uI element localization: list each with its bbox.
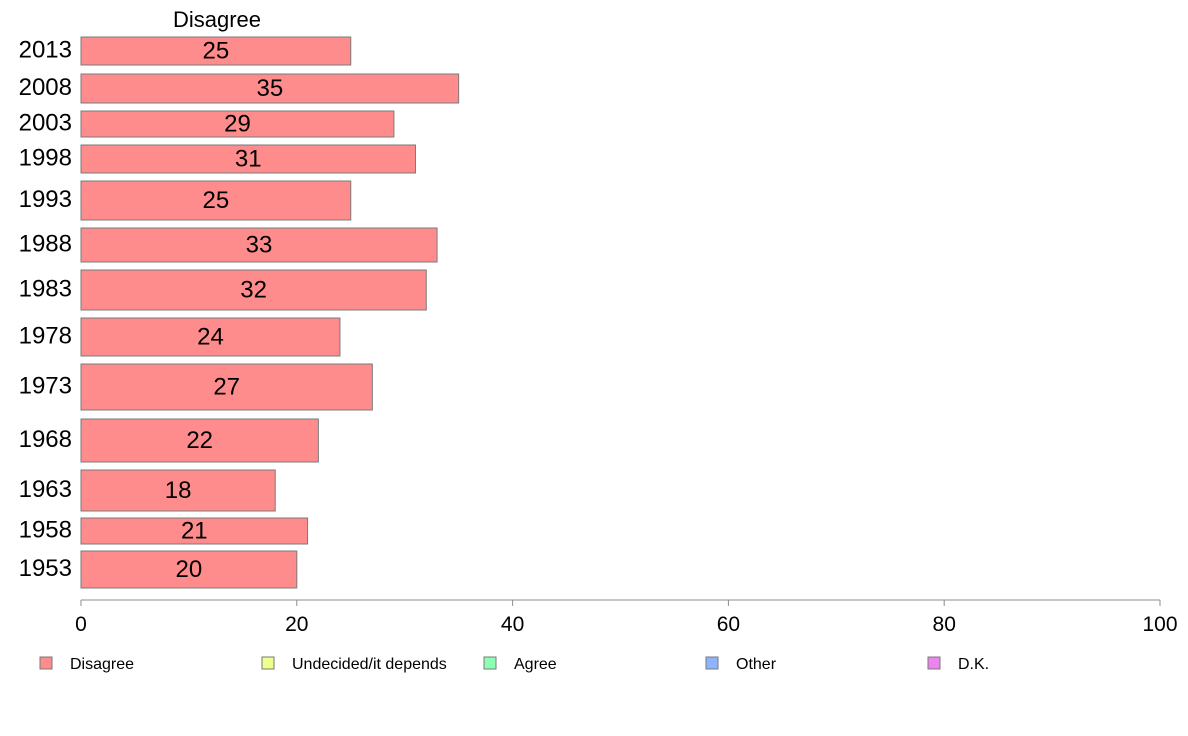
year-label-1958: 1958 — [19, 516, 72, 543]
bar-2013 — [80, 36, 352, 66]
x-tick-label-20: 20 — [285, 613, 308, 636]
year-label-2003: 2003 — [19, 109, 72, 136]
value-label-1988: 33 — [246, 231, 273, 258]
value-label-2008: 35 — [256, 75, 283, 102]
legend-swatch-other — [705, 656, 719, 670]
bar-1983 — [80, 269, 427, 311]
legend-swatch-disagree — [39, 656, 53, 670]
bar-1978 — [80, 317, 341, 357]
legend-label-agree: Agree — [514, 656, 557, 673]
bar-1973 — [80, 363, 373, 411]
x-tick-label-40: 40 — [501, 613, 524, 636]
year-label-1953: 1953 — [19, 555, 72, 582]
bar-1958 — [80, 517, 309, 545]
year-label-2013: 2013 — [19, 36, 72, 63]
value-label-1993: 25 — [203, 187, 230, 214]
bar-1998 — [80, 144, 416, 174]
year-label-1988: 1988 — [19, 230, 72, 257]
bar-1953 — [80, 550, 298, 589]
bar-1963 — [80, 469, 276, 512]
column-title: Disagree — [173, 7, 261, 32]
x-tick-label-0: 0 — [75, 613, 87, 636]
value-label-1958: 21 — [181, 517, 208, 544]
year-label-1973: 1973 — [19, 372, 72, 399]
x-tick-label-100: 100 — [1142, 613, 1177, 636]
bar-1988 — [80, 227, 438, 263]
value-label-2003: 29 — [224, 110, 251, 137]
value-label-1963: 18 — [165, 477, 192, 504]
legend-swatch-undecided-it-depends — [261, 656, 275, 670]
value-label-2013: 25 — [203, 37, 230, 64]
value-label-1983: 32 — [240, 276, 267, 303]
legend-label-other: Other — [736, 656, 777, 673]
year-label-2008: 2008 — [19, 74, 72, 101]
year-label-1968: 1968 — [19, 426, 72, 453]
x-tick-label-60: 60 — [717, 613, 740, 636]
year-label-1993: 1993 — [19, 186, 72, 213]
year-label-1998: 1998 — [19, 144, 72, 171]
value-label-1953: 20 — [176, 556, 203, 583]
bar-1968 — [80, 418, 319, 463]
value-label-1978: 24 — [197, 323, 224, 350]
x-axis: 0 20 40 60 80 100 — [75, 599, 1178, 636]
value-label-1968: 22 — [186, 427, 213, 454]
value-label-1998: 31 — [235, 145, 262, 172]
bar-2003 — [80, 110, 395, 138]
year-label-1983: 1983 — [19, 275, 72, 302]
year-label-1978: 1978 — [19, 322, 72, 349]
legend-label-undecided-it-depends: Undecided/it depends — [292, 656, 447, 673]
bars-group: 2013 25 2008 35 2003 29 1998 31 1993 25 1988 33 1983… — [19, 36, 460, 589]
legend-swatch-agree — [483, 656, 497, 670]
value-label-1973: 27 — [213, 373, 240, 400]
legend: Disagree Undecided/it depends Agree Other D.… — [39, 656, 989, 673]
bar-1993 — [80, 180, 352, 221]
legend-label-disagree: Disagree — [70, 656, 134, 673]
x-tick-label-80: 80 — [933, 613, 956, 636]
legend-swatch-d-k — [927, 656, 941, 670]
bar-2008 — [80, 73, 460, 104]
legend-label-d-k: D.K. — [958, 656, 989, 673]
year-label-1963: 1963 — [19, 476, 72, 503]
